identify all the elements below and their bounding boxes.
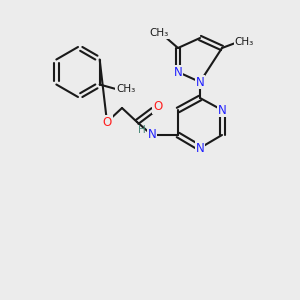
Text: N: N [196, 142, 204, 154]
Text: N: N [196, 76, 204, 88]
Text: O: O [102, 116, 112, 128]
Text: N: N [218, 103, 226, 116]
Text: CH₃: CH₃ [149, 28, 169, 38]
Text: CH₃: CH₃ [234, 37, 254, 47]
Text: H: H [138, 125, 146, 135]
Text: CH₃: CH₃ [116, 85, 135, 94]
Text: N: N [148, 128, 156, 142]
Text: O: O [153, 100, 163, 113]
Text: N: N [174, 65, 182, 79]
